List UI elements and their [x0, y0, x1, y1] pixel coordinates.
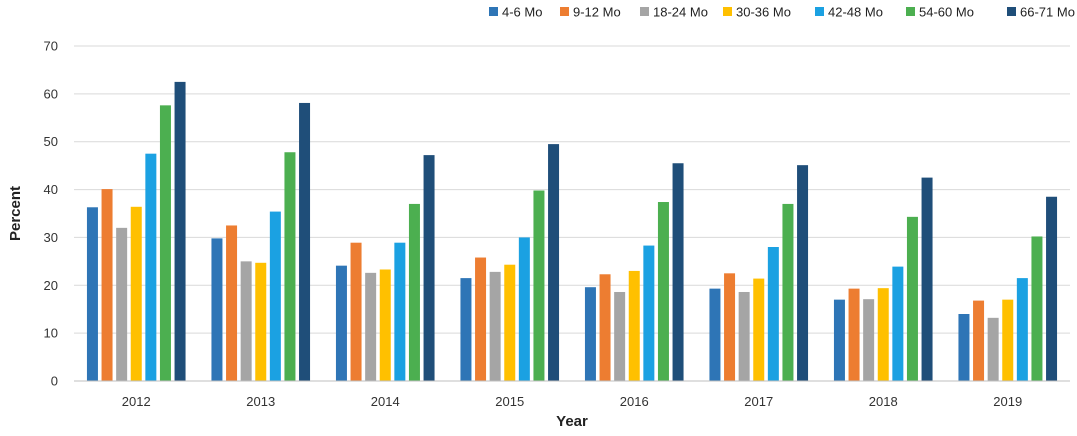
bar — [782, 203, 794, 381]
bar — [584, 287, 596, 381]
legend-label: 4-6 Mo — [502, 5, 542, 20]
gridlines — [74, 45, 1070, 334]
bar — [833, 299, 845, 381]
legend-swatch — [906, 7, 915, 16]
bar — [643, 245, 655, 381]
bar — [86, 207, 98, 381]
bar — [423, 155, 435, 381]
legend-label: 18-24 Mo — [653, 5, 708, 20]
y-axis-title: Percent — [7, 186, 24, 241]
bar — [1031, 236, 1043, 381]
bar — [379, 269, 391, 381]
bar — [269, 211, 281, 381]
bar — [408, 203, 420, 381]
x-tick-label: 2016 — [620, 394, 649, 409]
legend-label: 9-12 Mo — [573, 5, 621, 20]
bar — [797, 165, 809, 381]
bar — [240, 261, 252, 381]
bar — [548, 144, 560, 381]
x-tick-label: 2013 — [246, 394, 275, 409]
bar — [987, 317, 999, 381]
bar — [724, 273, 736, 381]
legend-label: 42-48 Mo — [828, 5, 883, 20]
bar — [130, 206, 142, 381]
bar — [475, 257, 487, 381]
bar — [628, 270, 640, 381]
bar — [284, 152, 296, 381]
bars — [86, 81, 1058, 382]
bar — [614, 291, 626, 381]
bar — [767, 247, 779, 381]
bar — [335, 265, 347, 381]
legend-label: 54-60 Mo — [919, 5, 974, 20]
y-tick-label: 60 — [44, 86, 58, 101]
y-tick-label: 70 — [44, 39, 58, 54]
x-tick-label: 2019 — [993, 394, 1022, 409]
bar — [518, 237, 530, 381]
legend-swatch — [640, 7, 649, 16]
bar — [709, 288, 721, 381]
bar — [1002, 299, 1014, 381]
bar — [1016, 278, 1028, 381]
legend: 4-6 Mo 9-12 Mo 18-24 Mo 30-36 Mo 42-48 Mo 54-… — [489, 5, 1075, 20]
y-tick-label: 30 — [44, 230, 58, 245]
y-axis-ticks: 0 10 20 30 40 50 60 70 — [44, 39, 58, 389]
x-tick-label: 2014 — [371, 394, 400, 409]
bar — [892, 266, 904, 381]
legend-label: 30-36 Mo — [736, 5, 791, 20]
x-axis-title: Year — [556, 413, 588, 430]
bar — [848, 288, 860, 381]
x-axis-ticks: 2012 2013 2014 2015 2016 2017 2018 2019 — [122, 394, 1022, 409]
y-tick-label: 0 — [51, 374, 58, 389]
bar — [101, 189, 113, 381]
bar — [489, 271, 501, 381]
bar — [365, 272, 377, 381]
bar — [533, 190, 545, 381]
bar — [599, 274, 611, 381]
bar — [1046, 196, 1058, 381]
bar — [299, 102, 311, 381]
bar — [460, 278, 472, 381]
y-tick-label: 50 — [44, 134, 58, 149]
bar — [973, 300, 985, 381]
x-tick-label: 2018 — [869, 394, 898, 409]
bar — [174, 81, 186, 382]
bar — [738, 291, 750, 381]
x-tick-label: 2017 — [744, 394, 773, 409]
x-tick-label: 2015 — [495, 394, 524, 409]
bar — [906, 216, 918, 381]
bar — [753, 278, 765, 381]
legend-label: 66-71 Mo — [1020, 5, 1075, 20]
y-tick-label: 40 — [44, 182, 58, 197]
bar — [211, 238, 223, 381]
bar — [255, 262, 267, 381]
legend-swatch — [560, 7, 569, 16]
bar — [116, 227, 128, 381]
bar — [877, 288, 889, 381]
bar — [672, 163, 684, 381]
bar — [863, 299, 875, 381]
legend-swatch — [723, 7, 732, 16]
y-tick-label: 10 — [44, 326, 58, 341]
y-tick-label: 20 — [44, 278, 58, 293]
legend-swatch — [489, 7, 498, 16]
bar — [657, 202, 669, 381]
bar — [921, 177, 933, 381]
bar — [226, 225, 238, 381]
legend-swatch — [1007, 7, 1016, 16]
bar — [350, 242, 362, 381]
bar — [145, 153, 157, 381]
bar — [159, 105, 171, 381]
bar — [958, 314, 970, 381]
bar — [394, 242, 406, 381]
bar — [504, 264, 516, 381]
x-tick-label: 2012 — [122, 394, 151, 409]
legend-swatch — [815, 7, 824, 16]
